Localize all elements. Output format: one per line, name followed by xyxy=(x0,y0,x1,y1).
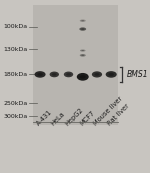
Text: 250kDa: 250kDa xyxy=(3,101,27,106)
Text: BMS1: BMS1 xyxy=(126,70,148,79)
Ellipse shape xyxy=(81,55,84,56)
Ellipse shape xyxy=(50,72,59,77)
Ellipse shape xyxy=(80,49,85,52)
Bar xyxy=(33,5,118,125)
Ellipse shape xyxy=(77,73,89,81)
Text: 180kDa: 180kDa xyxy=(3,72,27,77)
Text: Rat liver: Rat liver xyxy=(107,103,131,127)
Text: 300kDa: 300kDa xyxy=(3,114,27,119)
Text: Mouse liver: Mouse liver xyxy=(93,96,124,127)
Text: A-431: A-431 xyxy=(36,109,54,127)
Text: 130kDa: 130kDa xyxy=(3,47,27,52)
Ellipse shape xyxy=(92,71,102,78)
Ellipse shape xyxy=(66,73,71,76)
Text: MCF7: MCF7 xyxy=(78,110,96,127)
Ellipse shape xyxy=(106,71,117,78)
Ellipse shape xyxy=(80,75,86,79)
Ellipse shape xyxy=(108,73,114,76)
Ellipse shape xyxy=(52,73,57,76)
Text: 100kDa: 100kDa xyxy=(3,24,27,29)
Ellipse shape xyxy=(81,50,84,51)
Ellipse shape xyxy=(34,71,46,78)
Text: HeLa: HeLa xyxy=(50,111,66,127)
Ellipse shape xyxy=(81,28,84,30)
Ellipse shape xyxy=(79,27,86,31)
Ellipse shape xyxy=(94,73,100,76)
Text: HepG2: HepG2 xyxy=(64,107,84,127)
Ellipse shape xyxy=(81,20,84,21)
Ellipse shape xyxy=(64,72,73,77)
Ellipse shape xyxy=(80,54,86,57)
Ellipse shape xyxy=(37,73,43,76)
Ellipse shape xyxy=(80,20,86,22)
